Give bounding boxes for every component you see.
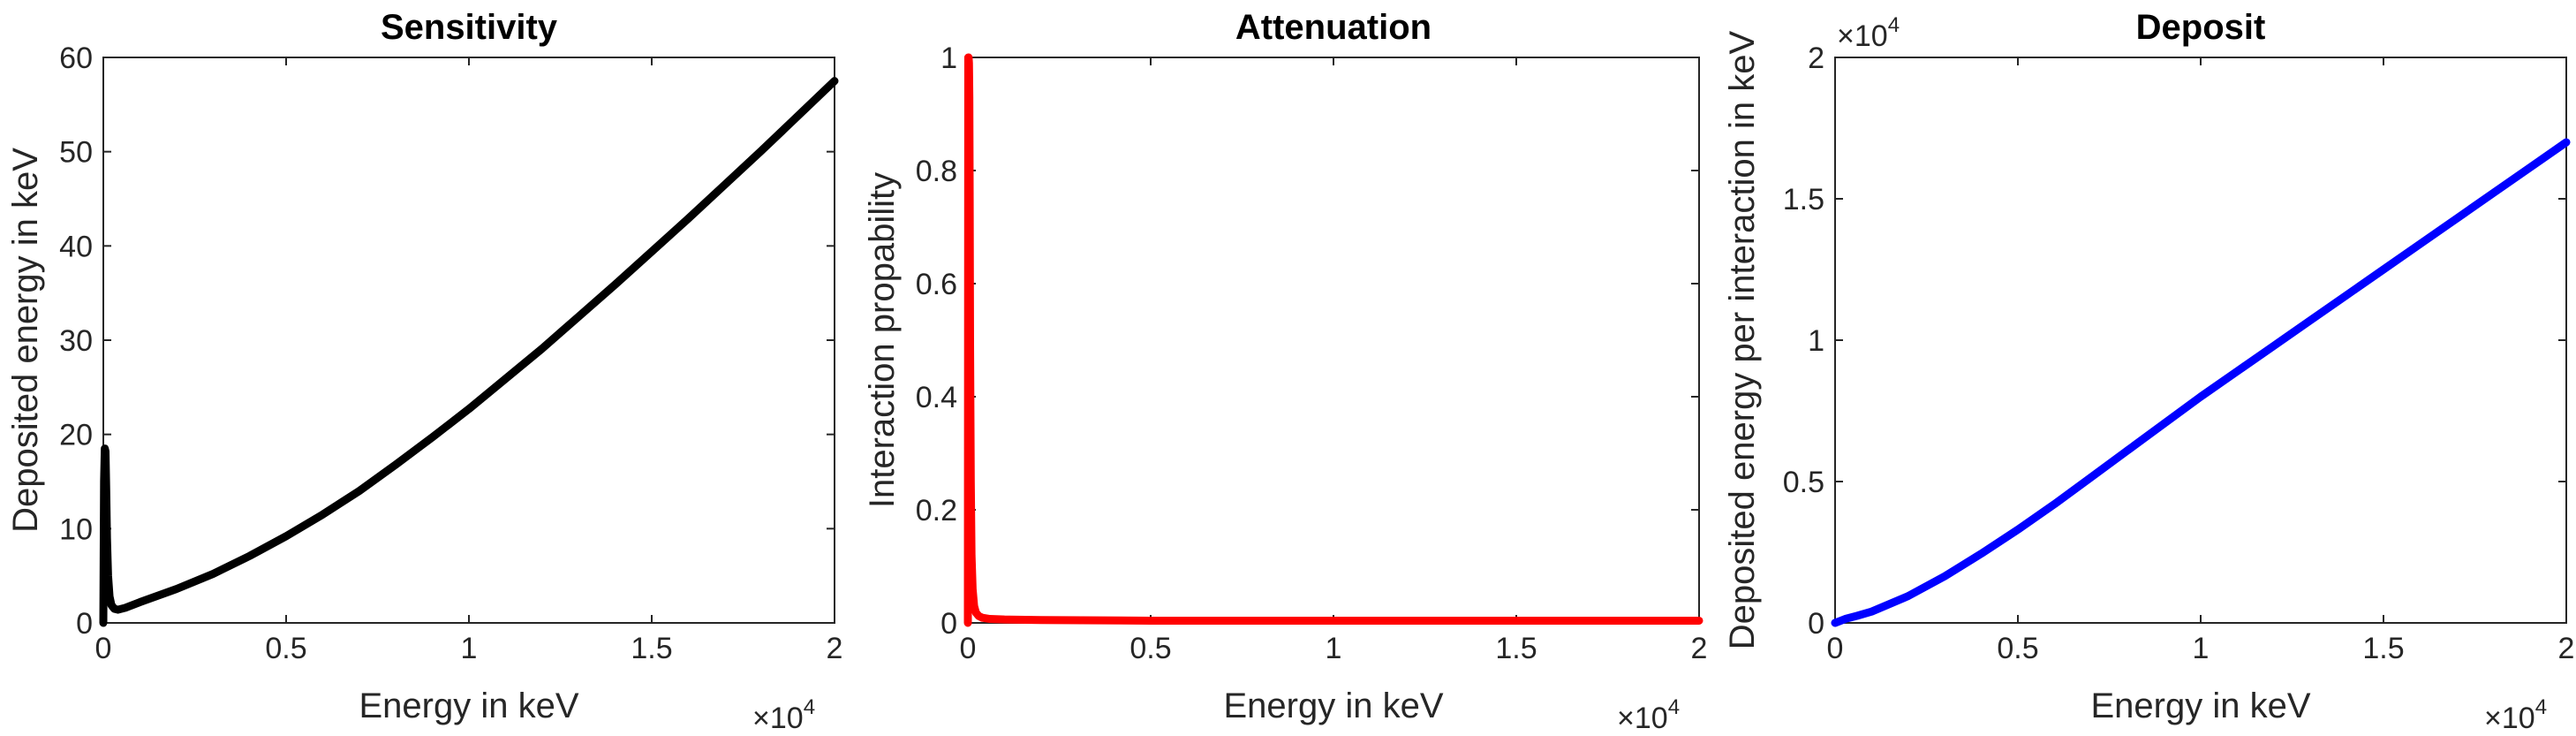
sensitivity-x-tick-label: 0.5 — [265, 632, 306, 665]
sensitivity-y-tick-label: 60 — [59, 42, 93, 75]
attenuation-x-exponent-base: ×10 — [1617, 702, 1668, 735]
deposit-x-exponent-base: ×10 — [2484, 702, 2535, 735]
attenuation-x-tick-label: 0.5 — [1129, 632, 1171, 665]
deposit-y-exponent-base: ×10 — [1837, 19, 1888, 53]
deposit-ticks: 0 0.5 1 1.5 2 0 0.5 1 1.5 2 — [1783, 42, 2575, 665]
sensitivity-series-line — [99, 77, 839, 627]
deposit-x-tick-label: 1 — [2193, 632, 2210, 665]
deposit-y-tick-label: 0.5 — [1783, 466, 1824, 499]
deposit-y-tick-label: 1 — [1808, 324, 1824, 358]
attenuation-x-tick-label: 2 — [1691, 632, 1708, 665]
deposit-y-tick-label: 1.5 — [1783, 183, 1824, 216]
deposit-series-line — [1831, 138, 2571, 627]
sensitivity-y-tick-label: 30 — [59, 324, 93, 358]
deposit-y-exponent-power: 4 — [1888, 13, 1900, 37]
deposit-panel: 0 0.5 1 1.5 2 0 0.5 1 1.5 2 Deposit Energy in keV… — [1723, 8, 2574, 735]
deposit-title: Deposit — [2136, 8, 2266, 47]
attenuation-y-axis-label: Interaction propability — [863, 172, 902, 508]
attenuation-y-tick-label: 1 — [941, 42, 957, 75]
sensitivity-x-axis-label: Energy in keV — [359, 687, 578, 725]
deposit-y-axis-label: Deposited energy per interaction in keV — [1723, 30, 1762, 649]
deposit-axes-box — [1834, 57, 2567, 624]
attenuation-title: Attenuation — [1235, 8, 1432, 47]
sensitivity-x-exponent-base: ×10 — [752, 702, 804, 735]
attenuation-panel: 0 0.5 1 1.5 2 0 0.2 0.4 0.6 0.8 1 Attenuation Ener… — [863, 8, 1707, 735]
attenuation-y-tick-label: 0 — [941, 607, 957, 641]
attenuation-ticks: 0 0.5 1 1.5 2 0 0.2 0.4 0.6 0.8 1 — [916, 42, 1708, 665]
deposit-y-tick-label: 2 — [1808, 42, 1824, 75]
sensitivity-y-tick-label: 10 — [59, 512, 93, 546]
attenuation-x-exponent-power: 4 — [1668, 695, 1680, 719]
sensitivity-y-tick-label: 20 — [59, 419, 93, 452]
sensitivity-y-tick-label: 0 — [76, 607, 93, 641]
sensitivity-axes-box — [102, 57, 835, 624]
sensitivity-x-tick-label: 0 — [95, 632, 112, 665]
attenuation-series-line — [963, 53, 1703, 627]
attenuation-x-tick-label: 0 — [960, 632, 977, 665]
attenuation-y-tick-label: 0.8 — [916, 155, 957, 188]
deposit-x-tick-label: 2 — [2558, 632, 2575, 665]
deposit-x-exponent-power: 4 — [2535, 695, 2547, 719]
sensitivity-title: Sensitivity — [381, 8, 558, 47]
sensitivity-x-exponent-power: 4 — [804, 695, 815, 719]
sensitivity-y-tick-label: 50 — [59, 136, 93, 170]
attenuation-y-tick-label: 0.2 — [916, 494, 957, 527]
sensitivity-x-tick-label: 1.5 — [631, 632, 672, 665]
attenuation-x-axis-label: Energy in keV — [1223, 687, 1443, 725]
deposit-x-exponent: ×104 — [2484, 695, 2547, 735]
deposit-x-axis-label: Energy in keV — [2090, 687, 2310, 725]
sensitivity-y-axis-label: Deposited energy in keV — [6, 148, 45, 533]
attenuation-axes-box — [967, 57, 1700, 624]
attenuation-x-exponent: ×104 — [1617, 695, 1680, 735]
attenuation-y-tick-label: 0.4 — [916, 381, 957, 414]
deposit-x-tick-label: 0 — [1827, 632, 1844, 665]
deposit-x-tick-label: 1.5 — [2362, 632, 2404, 665]
sensitivity-x-tick-label: 2 — [827, 632, 843, 665]
sensitivity-x-tick-label: 1 — [461, 632, 478, 665]
attenuation-x-tick-label: 1 — [1326, 632, 1342, 665]
deposit-y-tick-label: 0 — [1808, 607, 1824, 641]
sensitivity-x-exponent: ×104 — [752, 695, 815, 735]
attenuation-y-tick-label: 0.6 — [916, 268, 957, 301]
deposit-y-exponent: ×104 — [1837, 13, 1900, 53]
deposit-x-tick-label: 0.5 — [1997, 632, 2038, 665]
attenuation-x-tick-label: 1.5 — [1495, 632, 1537, 665]
sensitivity-y-tick-label: 40 — [59, 230, 93, 263]
